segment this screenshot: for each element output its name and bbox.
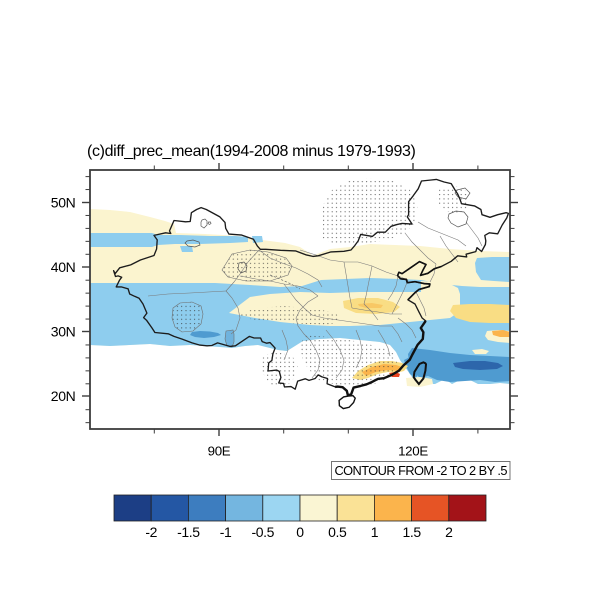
svg-text:-0.5: -0.5 (252, 524, 275, 540)
svg-text:1: 1 (371, 524, 379, 540)
svg-text:-2: -2 (145, 524, 157, 540)
svg-text:1.5: 1.5 (402, 524, 421, 540)
svg-text:-1.5: -1.5 (177, 524, 200, 540)
svg-text:CONTOUR FROM -2 TO 2 BY .5: CONTOUR FROM -2 TO 2 BY .5 (334, 463, 507, 478)
svg-text:-1: -1 (220, 524, 232, 540)
svg-text:0: 0 (296, 524, 304, 540)
svg-text:0.5: 0.5 (328, 524, 347, 540)
svg-text:40N: 40N (51, 259, 76, 275)
svg-text:120E: 120E (398, 444, 428, 459)
svg-text:20N: 20N (51, 388, 76, 404)
svg-text:50N: 50N (51, 194, 76, 210)
svg-text:90E: 90E (208, 444, 231, 459)
svg-text:(c)diff_prec_mean(1994-2008 mi: (c)diff_prec_mean(1994-2008 minus 1979-1… (87, 143, 416, 160)
svg-text:30N: 30N (51, 323, 76, 339)
svg-text:2: 2 (445, 524, 453, 540)
